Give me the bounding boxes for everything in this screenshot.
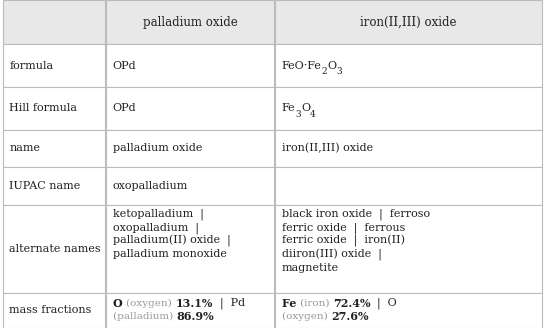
Text: O: O [113,298,126,309]
Text: Hill formula: Hill formula [9,103,77,113]
Text: 3: 3 [336,67,342,76]
Text: 86.9%: 86.9% [177,311,214,322]
Bar [106,167,274,205]
Text: iron(II,III) oxide: iron(II,III) oxide [282,143,373,154]
Bar [3,0,105,44]
Text: |  Pd: | Pd [213,297,245,309]
Text: ketopalladium  |
oxopalladium  |
palladium(II) oxide  |
palladium monoxide: ketopalladium | oxopalladium | palladium… [113,209,231,259]
Text: oxopalladium: oxopalladium [113,181,188,191]
Text: (oxygen): (oxygen) [282,312,331,321]
Text: |  O: | O [370,297,397,309]
Text: O: O [327,61,336,71]
Text: FeO·Fe: FeO·Fe [282,61,322,71]
Text: 27.6%: 27.6% [331,311,368,322]
Bar [275,44,542,87]
Bar [106,44,274,87]
Text: IUPAC name: IUPAC name [9,181,81,191]
Text: 72.4%: 72.4% [333,298,370,309]
Text: (oxygen): (oxygen) [126,298,175,308]
Bar [106,130,274,167]
Text: palladium oxide: palladium oxide [143,16,238,29]
Bar [106,87,274,130]
Bar [275,167,542,205]
Bar [3,167,105,205]
Text: O: O [301,103,310,113]
Text: Fe: Fe [282,103,295,113]
Text: (palladium): (palladium) [113,312,177,321]
Text: formula: formula [9,61,53,71]
Text: 13.1%: 13.1% [175,298,213,309]
Text: black iron oxide  |  ferroso
ferric oxide  |  ferrous
ferric oxide  |  iron(II)
: black iron oxide | ferroso ferric oxide … [282,209,430,273]
Text: mass fractions: mass fractions [9,305,92,315]
Text: (iron): (iron) [300,299,333,308]
Bar [106,293,274,328]
Bar [3,87,105,130]
Text: OPd: OPd [113,103,136,113]
Bar [275,130,542,167]
Text: iron(II,III) oxide: iron(II,III) oxide [360,16,457,29]
Text: name: name [9,143,40,154]
Bar [275,205,542,293]
Text: OPd: OPd [113,61,136,71]
Bar [106,0,274,44]
Text: Fe: Fe [282,298,300,309]
Text: 4: 4 [310,110,316,119]
Bar [3,293,105,328]
Bar [3,130,105,167]
Bar [275,293,542,328]
Bar [106,205,274,293]
Bar [3,205,105,293]
Text: 3: 3 [295,110,301,119]
Text: alternate names: alternate names [9,244,101,254]
Text: 2: 2 [322,67,327,76]
Text: palladium oxide: palladium oxide [113,143,202,154]
Bar [275,0,542,44]
Bar [3,44,105,87]
Bar [275,87,542,130]
